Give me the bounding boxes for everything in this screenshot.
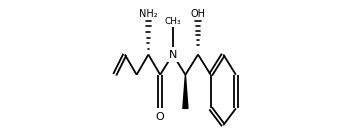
Text: OH: OH bbox=[190, 9, 206, 19]
Polygon shape bbox=[183, 75, 188, 108]
Text: NH₂: NH₂ bbox=[139, 9, 158, 19]
Text: CH₃: CH₃ bbox=[165, 17, 181, 26]
Text: O: O bbox=[156, 112, 165, 122]
Text: N: N bbox=[169, 50, 177, 60]
